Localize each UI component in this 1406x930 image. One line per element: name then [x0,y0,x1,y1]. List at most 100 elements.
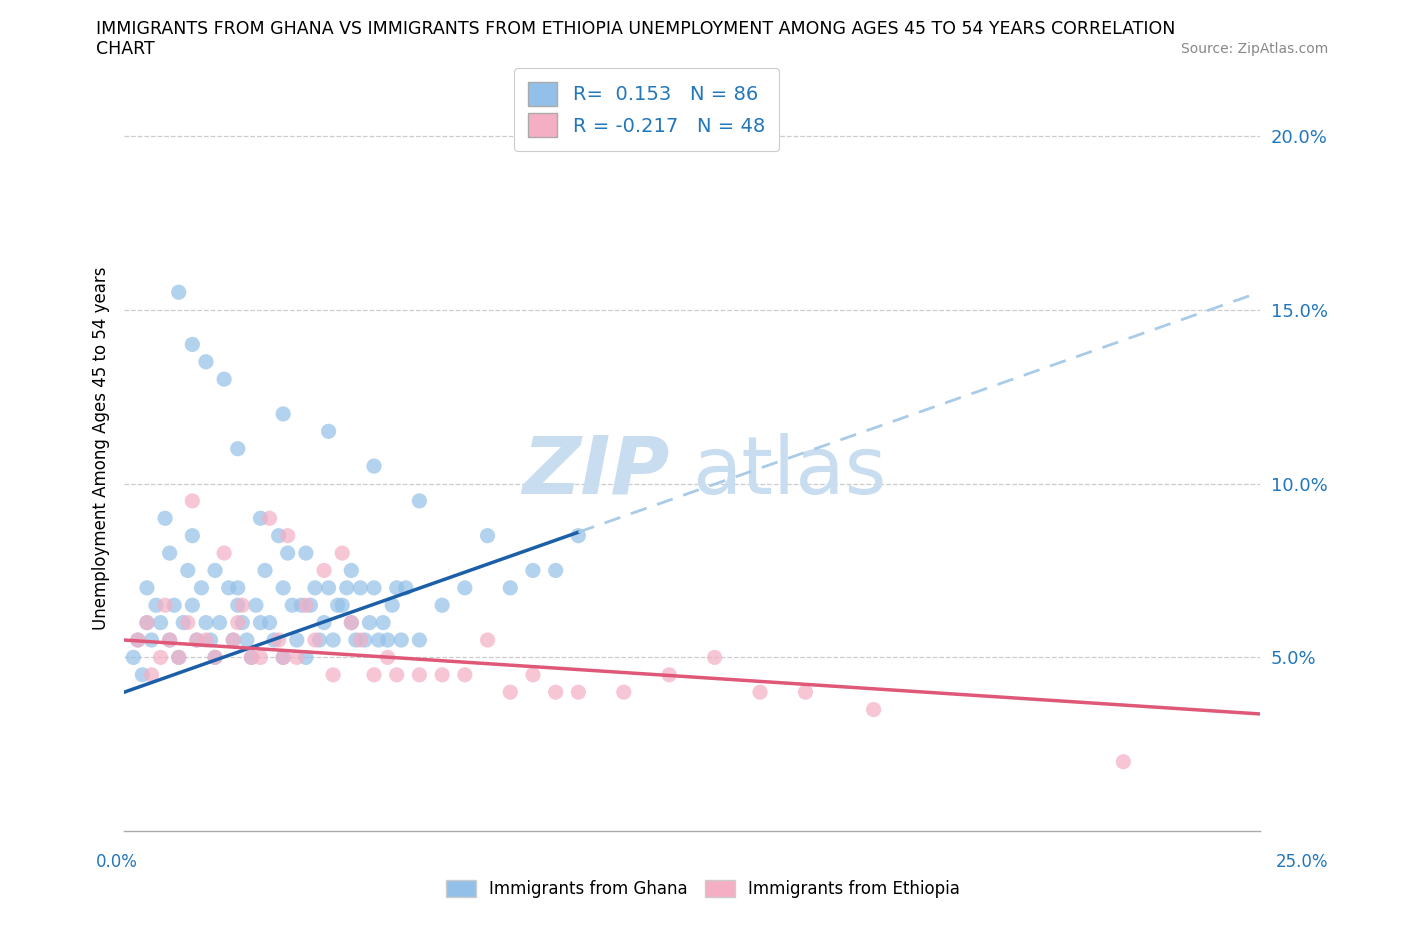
Point [218,580,240,595]
Point [285,650,308,665]
Point [522,563,544,578]
Point [167,285,190,299]
Point [344,632,367,647]
Point [135,615,157,630]
Point [377,650,399,665]
Text: Source: ZipAtlas.com: Source: ZipAtlas.com [1181,42,1329,56]
Point [454,668,477,683]
Point [167,650,190,665]
Point [336,580,359,595]
Point [163,598,186,613]
Point [271,580,294,595]
Point [240,650,263,665]
Point [226,580,249,595]
Point [381,598,404,613]
Point [212,546,235,561]
Point [249,511,271,525]
Text: atlas: atlas [692,432,886,511]
Point [226,442,249,457]
Point [522,668,544,683]
Point [1112,754,1135,769]
Point [430,598,453,613]
Point [177,615,200,630]
Point [190,580,212,595]
Point [340,615,363,630]
Point [253,563,276,578]
Point [200,632,222,647]
Point [186,632,208,647]
Point [263,632,285,647]
Point [135,580,157,595]
Y-axis label: Unemployment Among Ages 45 to 54 years: Unemployment Among Ages 45 to 54 years [93,267,110,631]
Point [354,632,377,647]
Point [340,615,363,630]
Point [367,632,389,647]
Point [236,632,259,647]
Point [862,702,884,717]
Point [149,650,172,665]
Point [153,511,176,525]
Point [395,580,418,595]
Point [749,684,772,699]
Point [267,528,290,543]
Point [304,632,326,647]
Point [295,598,318,613]
Point [295,650,318,665]
Point [208,615,231,630]
Point [322,668,344,683]
Point [318,424,340,439]
Point [145,598,167,613]
Point [222,632,245,647]
Text: CHART: CHART [96,40,155,58]
Point [141,668,163,683]
Point [658,668,681,683]
Point [194,615,217,630]
Point [159,632,181,647]
Point [159,546,181,561]
Point [613,684,636,699]
Legend: R=  0.153   N = 86, R = -0.217   N = 48: R= 0.153 N = 86, R = -0.217 N = 48 [515,68,779,151]
Point [181,598,204,613]
Point [212,372,235,387]
Point [204,650,226,665]
Point [181,494,204,509]
Point [127,632,149,647]
Point [226,615,249,630]
Point [277,546,299,561]
Point [359,615,381,630]
Point [304,580,326,595]
Point [477,632,499,647]
Point [159,632,181,647]
Point [249,650,271,665]
Point [167,650,190,665]
Point [249,615,271,630]
Point [141,632,163,647]
Legend: Immigrants from Ghana, Immigrants from Ethiopia: Immigrants from Ghana, Immigrants from E… [440,873,966,905]
Point [245,598,267,613]
Point [135,615,157,630]
Point [177,563,200,578]
Point [259,615,281,630]
Point [408,668,430,683]
Point [703,650,725,665]
Point [454,580,477,595]
Point [430,668,453,683]
Text: ZIP: ZIP [522,432,669,511]
Point [186,632,208,647]
Point [385,668,408,683]
Point [349,580,371,595]
Point [181,337,204,352]
Point [544,563,567,578]
Point [499,684,522,699]
Point [340,563,363,578]
Point [281,598,304,613]
Point [330,546,353,561]
Point [194,354,217,369]
Point [312,563,335,578]
Point [226,598,249,613]
Point [271,406,294,421]
Point [172,615,194,630]
Point [267,632,290,647]
Point [259,511,281,525]
Point [499,580,522,595]
